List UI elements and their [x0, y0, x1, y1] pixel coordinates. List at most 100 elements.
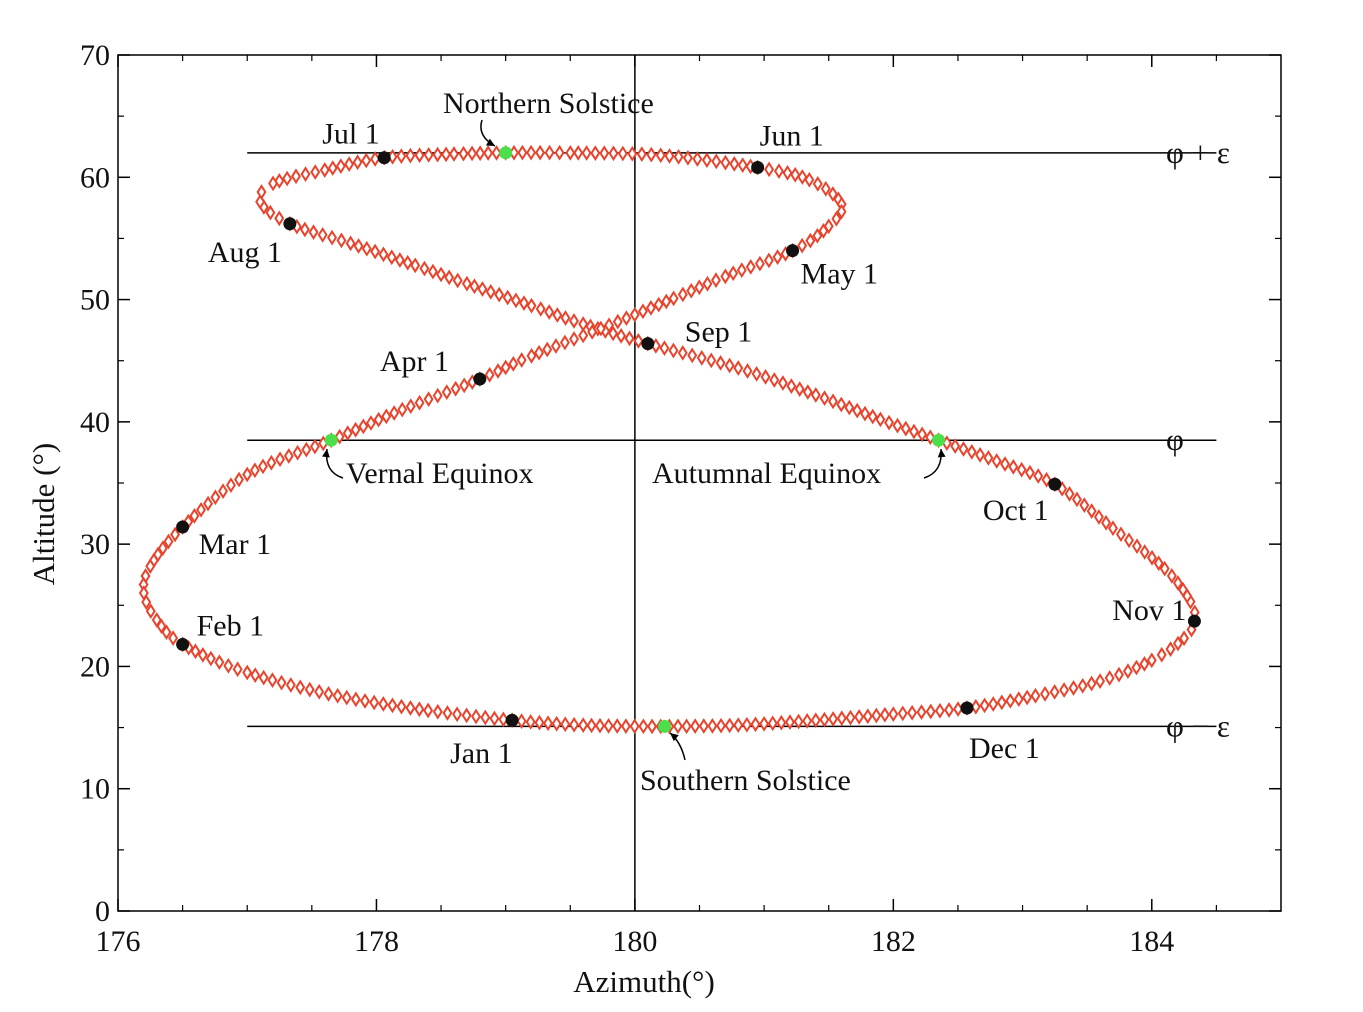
key-day-marker-1 — [324, 433, 338, 447]
analemma-point-360 — [161, 624, 172, 640]
analemma-point-245 — [682, 150, 693, 166]
analemma-point-64 — [1068, 680, 1079, 696]
analemma-point-60 — [1030, 687, 1041, 704]
analemma-point-373 — [267, 672, 278, 689]
analemma-point-22 — [698, 718, 709, 734]
analemma-point-73 — [1146, 652, 1157, 669]
analemma-point-46 — [907, 704, 918, 721]
analemma-point-283 — [694, 279, 705, 296]
analemma-point-45 — [897, 705, 908, 722]
analemma-point-388 — [405, 700, 416, 716]
analemma-point-140 — [724, 357, 735, 374]
analemma-point-66 — [1086, 675, 1097, 692]
analemma-point-43 — [879, 706, 890, 723]
y-tick-label-2: 20 — [80, 650, 110, 683]
analemma-point-361 — [168, 630, 179, 646]
analemma-point-144 — [687, 347, 698, 364]
analemma-point-164 — [518, 295, 529, 311]
analemma-point-111 — [966, 444, 977, 460]
analemma-point-214 — [405, 147, 416, 164]
analemma-point-28 — [750, 716, 761, 733]
analemma-point-95 — [1093, 509, 1104, 525]
x-tick-label-0: 176 — [96, 925, 141, 958]
analemma-point-112 — [958, 441, 969, 457]
y-tick-label-7: 70 — [80, 39, 110, 72]
analemma-point-186 — [336, 232, 347, 249]
analemma-point-303 — [526, 347, 537, 364]
analemma-point-96 — [1086, 503, 1097, 519]
analemma-point-234 — [581, 145, 592, 161]
analemma-point-384 — [369, 694, 380, 711]
analemma-point-381 — [341, 689, 352, 706]
analemma-point-150 — [633, 333, 644, 349]
analemma-point-238 — [617, 145, 628, 162]
analemma-point-40 — [854, 709, 865, 725]
analemma-point-209 — [361, 152, 372, 169]
analemma-point-125 — [852, 402, 863, 419]
analemma-point-180 — [386, 249, 397, 266]
analemma-point-241 — [646, 146, 657, 163]
analemma-point-85 — [1166, 568, 1177, 584]
analemma-point-204 — [319, 162, 330, 178]
analemma-point-77 — [1179, 630, 1190, 647]
y-axis-title: Altitude (°) — [26, 443, 61, 585]
analemma-point-348 — [163, 533, 174, 550]
month-marker-6 — [377, 151, 391, 165]
analemma-point-2 — [525, 714, 536, 730]
analemma-point-132 — [794, 381, 805, 397]
analemma-point-301 — [542, 341, 553, 358]
analemma-point-158 — [569, 313, 579, 329]
analemma-point-268 — [818, 223, 829, 239]
analemma-point-126 — [844, 399, 855, 416]
analemma-point-117 — [917, 426, 928, 443]
key-day-label-0: Northern Solstice — [443, 87, 654, 120]
analemma-point-119 — [900, 420, 911, 437]
analemma-point-339 — [225, 477, 236, 494]
analemma-point-332 — [283, 448, 294, 464]
analemma-point-210 — [370, 151, 381, 167]
analemma-point-292 — [621, 310, 632, 327]
key-day-arrowhead-2 — [937, 449, 946, 458]
analemma-point-56 — [996, 694, 1007, 711]
analemma-point-343 — [196, 501, 207, 518]
analemma-point-314 — [432, 387, 443, 404]
analemma-point-367 — [214, 654, 225, 671]
analemma-point-10 — [595, 717, 605, 734]
analemma-point-89 — [1139, 544, 1150, 560]
analemma-point-315 — [423, 391, 434, 408]
analemma-point-141 — [715, 355, 726, 371]
analemma-point-69 — [1114, 666, 1124, 683]
month-marker-3 — [473, 372, 487, 386]
key-day-marker-0 — [499, 146, 513, 160]
analemma-point-166 — [502, 289, 513, 306]
analemma-point-49 — [934, 702, 945, 719]
x-tick-label-2: 180 — [612, 925, 657, 958]
analemma-point-299 — [559, 334, 570, 351]
analemma-point-278 — [736, 262, 747, 279]
analemma-point-279 — [728, 265, 739, 282]
analemma-point-102 — [1041, 471, 1052, 488]
date-markers — [176, 146, 1201, 733]
month-marker-5 — [751, 161, 765, 175]
analemma-point-5 — [551, 715, 562, 732]
analemma-point-249 — [720, 154, 731, 171]
analemma-point-41 — [862, 708, 873, 725]
analemma-point-32 — [784, 714, 795, 730]
analemma-point-14 — [629, 718, 640, 735]
analemma-point-61 — [1040, 685, 1051, 702]
analemma-point-242 — [655, 147, 666, 164]
month-label-8: Sep 1 — [685, 316, 753, 349]
analemma-point-75 — [1165, 641, 1176, 657]
analemma-point-109 — [983, 450, 994, 466]
analemma-point-230 — [544, 144, 555, 161]
analemma-point-167 — [494, 286, 505, 303]
analemma-point-12 — [612, 718, 623, 734]
analemma-point-213 — [396, 148, 407, 165]
analemma-point-323 — [358, 418, 369, 435]
analemma-point-333 — [275, 451, 286, 468]
analemma-point-201 — [291, 168, 301, 185]
analemma-point-277 — [745, 259, 756, 275]
analemma-point-106 — [1008, 458, 1019, 475]
analemma-point-169 — [477, 281, 488, 297]
